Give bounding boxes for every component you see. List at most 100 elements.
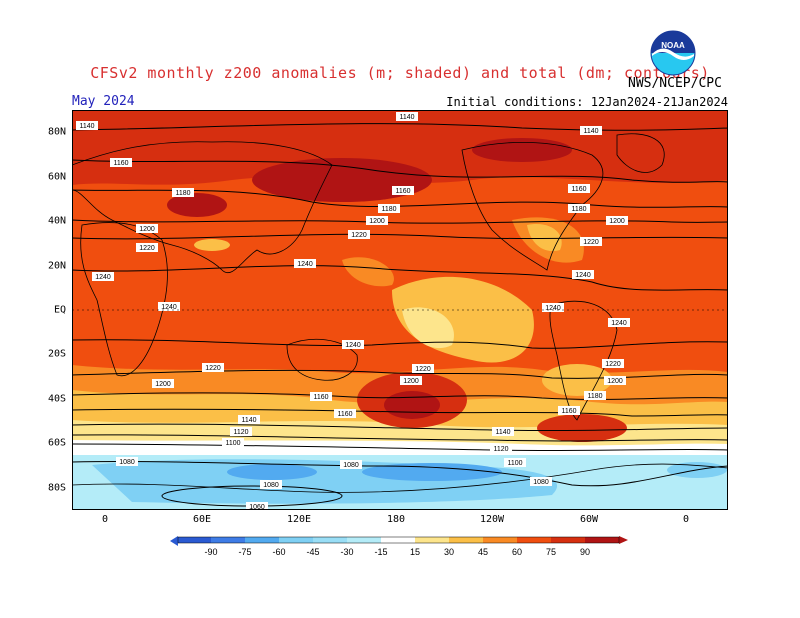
colorbar-label: -75 bbox=[238, 547, 251, 557]
contour-label: 1180 bbox=[378, 204, 400, 213]
contour-label-text: 1140 bbox=[583, 128, 598, 135]
south-america-outline bbox=[549, 300, 618, 421]
contours bbox=[72, 123, 728, 507]
contour-1160-n bbox=[72, 159, 728, 183]
anomaly-core-asia bbox=[167, 193, 227, 217]
contour-label: 1120 bbox=[230, 427, 252, 436]
contour-label: 1140 bbox=[580, 126, 602, 135]
colorbar-swatch bbox=[211, 537, 245, 543]
contour-label: 1220 bbox=[602, 359, 624, 368]
contour-label: 1160 bbox=[568, 184, 590, 193]
colorbar-swatch bbox=[415, 537, 449, 543]
contour-1140-s bbox=[72, 423, 728, 432]
greenland-outline bbox=[616, 133, 665, 173]
colorbar-swatch bbox=[517, 537, 551, 543]
contour-label: 1240 bbox=[294, 259, 316, 268]
anomaly-na-light bbox=[527, 224, 562, 252]
contour-1220-n bbox=[72, 233, 728, 240]
contour-label: 1240 bbox=[158, 302, 180, 311]
contour-label-text: 1160 bbox=[561, 408, 576, 415]
lat-label: 20N bbox=[47, 260, 66, 272]
colorbar-swatch bbox=[381, 537, 415, 543]
colorbar-arrow-right bbox=[619, 536, 628, 544]
anomaly-antarctic-blue-2 bbox=[362, 463, 502, 481]
colorbar: -90 -75 -60 -45 -30 -15 15 30 45 60 75 9… bbox=[170, 536, 628, 557]
contour-label-text: 1240 bbox=[611, 320, 627, 327]
contour-label: 1220 bbox=[348, 230, 370, 239]
contour-label-text: 1080 bbox=[343, 462, 359, 469]
contour-label-text: 1100 bbox=[507, 460, 522, 467]
lon-label: 0 bbox=[101, 514, 109, 525]
lon-label: 120E bbox=[286, 514, 312, 525]
contour-label-text: 1180 bbox=[381, 206, 396, 213]
contour-label-text: 1160 bbox=[313, 394, 328, 401]
contour-label-text: 1220 bbox=[605, 361, 621, 368]
contour-label: 1140 bbox=[238, 415, 260, 424]
lon-label: 180 bbox=[386, 514, 406, 525]
contour-label-text: 1220 bbox=[415, 366, 431, 373]
contour-label-text: 1220 bbox=[351, 232, 367, 239]
contour-label: 1160 bbox=[558, 406, 580, 415]
lat-label: 20S bbox=[47, 348, 66, 360]
colorbar-swatch bbox=[313, 537, 347, 543]
anomaly-core-arctic bbox=[472, 138, 572, 162]
australia-outline bbox=[286, 338, 358, 381]
colorbar-labels: -90 -75 -60 -45 -30 -15 15 30 45 60 75 9… bbox=[204, 547, 590, 557]
contour-label-text: 1200 bbox=[369, 218, 385, 225]
lat-label: 60N bbox=[47, 171, 66, 183]
anomaly-nh-red bbox=[72, 110, 728, 185]
colorbar-label: 60 bbox=[512, 547, 522, 557]
lon-label: 120W bbox=[479, 514, 505, 525]
contour-label: 1240 bbox=[542, 303, 564, 312]
anomaly-india-light bbox=[194, 239, 230, 251]
shaded-anomalies bbox=[72, 110, 728, 510]
africa-outline bbox=[80, 222, 168, 377]
contour-label-text: 1180 bbox=[587, 393, 602, 400]
lat-label: 60S bbox=[47, 437, 66, 449]
contour-label-text: 1160 bbox=[337, 411, 352, 418]
contour-label: 1180 bbox=[172, 188, 194, 197]
contour-label: 1240 bbox=[608, 318, 630, 327]
contour-label-text: 1100 bbox=[225, 440, 240, 447]
contour-label: 1200 bbox=[366, 216, 388, 225]
colorbar-label: 75 bbox=[546, 547, 556, 557]
contour-label: 1200 bbox=[606, 216, 628, 225]
contour-label: 1160 bbox=[110, 158, 132, 167]
contour-label: 1160 bbox=[392, 186, 414, 195]
colorbar-label: 15 bbox=[410, 547, 420, 557]
colorbar-label: -45 bbox=[306, 547, 319, 557]
colorbar-swatch bbox=[551, 537, 585, 543]
contour-label-text: 1140 bbox=[399, 114, 414, 121]
lat-label: EQ bbox=[53, 304, 66, 316]
contour-label-text: 1160 bbox=[395, 188, 410, 195]
contour-label-text: 1240 bbox=[297, 261, 313, 268]
initial-conditions: Initial conditions: 12Jan2024-21Jan2024 bbox=[446, 95, 728, 109]
lat-label: 80N bbox=[47, 126, 66, 138]
contour-label: 1080 bbox=[260, 480, 282, 489]
contour-label-text: 1120 bbox=[493, 446, 508, 453]
antarctica-outline bbox=[72, 463, 728, 493]
contour-label-text: 1200 bbox=[609, 218, 625, 225]
map-frame bbox=[72, 110, 728, 510]
contour-label: 1220 bbox=[412, 364, 434, 373]
contour-label-text: 1080 bbox=[533, 479, 549, 486]
colorbar-swatch bbox=[347, 537, 381, 543]
contour-label-text: 1240 bbox=[161, 304, 177, 311]
contour-label: 1240 bbox=[572, 270, 594, 279]
contour-1200-n bbox=[72, 219, 728, 224]
contour-1160-s bbox=[72, 408, 728, 417]
contour-label-text: 1240 bbox=[545, 305, 561, 312]
colorbar-label: -60 bbox=[272, 547, 285, 557]
contour-label: 1100 bbox=[504, 458, 526, 467]
contour-label: 1240 bbox=[342, 340, 364, 349]
contour-label: 1220 bbox=[136, 243, 158, 252]
contour-label: 1200 bbox=[400, 376, 422, 385]
colorbar-swatch bbox=[178, 537, 211, 543]
lat-label: 40S bbox=[47, 393, 66, 405]
contour-label: 1120 bbox=[490, 444, 512, 453]
contour-label-text: 1140 bbox=[495, 429, 510, 436]
contour-label: 1220 bbox=[580, 237, 602, 246]
contour-label-text: 1080 bbox=[263, 482, 279, 489]
colorbar-swatch bbox=[449, 537, 483, 543]
contour-label: 1160 bbox=[334, 409, 356, 418]
